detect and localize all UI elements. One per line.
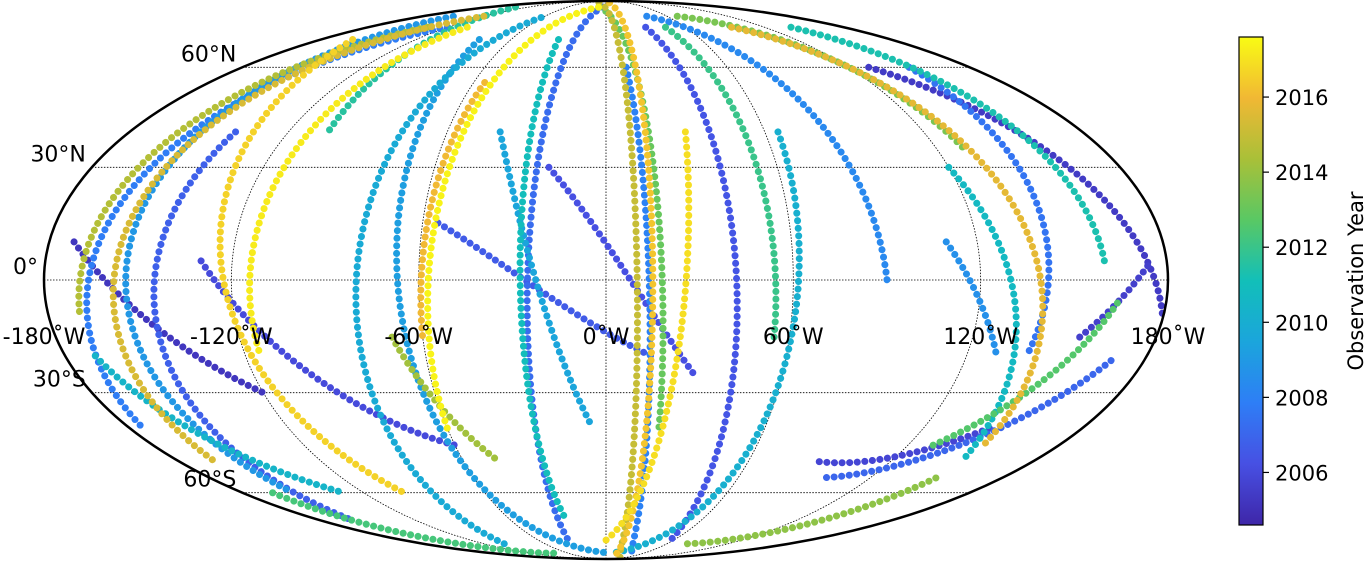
- observation-track: [516, 36, 570, 524]
- observation-track: [608, 128, 803, 557]
- meridian-line: [605, 0, 794, 560]
- latitude-label: 60°N: [181, 42, 236, 67]
- latitude-labels: 60°N 30°N 0° 30°S 60°S: [13, 42, 236, 492]
- observation-track: [216, 36, 408, 497]
- observation-track: [642, 23, 741, 548]
- observation-track: [787, 23, 1108, 265]
- latitude-label: 0°: [13, 255, 38, 280]
- colorbar-label: Observation Year: [1344, 191, 1368, 370]
- map-boundary: [42, 0, 1170, 561]
- observation-track: [815, 424, 994, 467]
- meridian-line: [230, 0, 607, 560]
- observation-track: [643, 12, 891, 284]
- observation-track: [661, 23, 780, 341]
- observation-track: [393, 36, 613, 557]
- longitude-label: -120˚W: [190, 325, 273, 350]
- observation-track: [545, 163, 698, 378]
- observation-track: [606, 1, 657, 559]
- observation-track: [929, 295, 1124, 449]
- longitude-label: -180˚W: [3, 325, 86, 350]
- observation-track: [109, 12, 488, 466]
- observation-track: [269, 489, 565, 557]
- colorbar-tick-label: 2016: [1275, 86, 1328, 110]
- observation-track: [352, 12, 549, 548]
- observation-track: [75, 23, 432, 322]
- observation-track: [246, 23, 471, 360]
- longitude-label: 120˚W: [943, 325, 1018, 350]
- colorbar-tick-label: 2012: [1275, 236, 1328, 260]
- longitude-label: 180˚W: [1131, 325, 1206, 350]
- observation-track: [197, 257, 459, 449]
- observation-tracks: [70, 1, 1167, 559]
- observation-track: [1076, 257, 1155, 341]
- observation-track: [150, 128, 357, 524]
- latitude-label: 60°S: [183, 468, 236, 493]
- observation-track: [496, 128, 597, 432]
- longitude-labels: -180˚W -120˚W -60˚W 0˚W 60˚W 120˚W 180˚W: [3, 325, 1206, 350]
- observation-track: [417, 78, 489, 341]
- observation-track: [945, 163, 1020, 466]
- observation-track: [91, 352, 347, 497]
- latitude-label: 30°N: [30, 142, 85, 167]
- observation-track: [596, 3, 667, 432]
- observation-track: [424, 3, 604, 432]
- colorbar-tick-label: 2014: [1275, 161, 1328, 185]
- observation-track: [122, 12, 457, 497]
- colorbar-gradient: [1238, 36, 1264, 526]
- observation-track: [728, 23, 1047, 449]
- observation-track: [595, 1, 641, 559]
- observation-track: [388, 333, 503, 466]
- latitude-label: 30°S: [33, 368, 86, 393]
- observation-track: [597, 128, 693, 548]
- longitude-label: 0˚W: [583, 325, 630, 350]
- colorbar: 2006 2008 2010 2012 2014 2016 Observation Yea…: [1238, 36, 1368, 526]
- observation-track: [523, 3, 607, 548]
- observation-track: [683, 474, 941, 548]
- colorbar-tick-label: 2006: [1275, 461, 1328, 485]
- longitude-label: -60˚W: [384, 325, 453, 350]
- colorbar-ticks: 2006 2008 2010 2012 2014 2016: [1263, 86, 1328, 485]
- colorbar-tick-label: 2008: [1275, 386, 1328, 410]
- longitude-label: 60˚W: [763, 325, 824, 350]
- colorbar-tick-label: 2010: [1275, 311, 1328, 335]
- observation-track: [70, 238, 267, 397]
- observation-track: [942, 238, 1001, 360]
